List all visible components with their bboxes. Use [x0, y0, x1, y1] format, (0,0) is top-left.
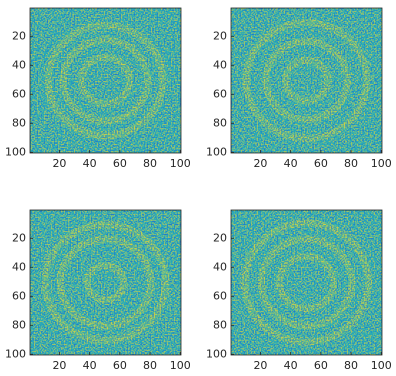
y-tick-label: 40	[12, 58, 26, 71]
y-tick-label: 20	[12, 29, 26, 42]
x-tick-label: 40	[83, 157, 97, 170]
y-tick-label: 60	[12, 87, 26, 100]
y-tick-label: 40	[213, 260, 227, 273]
axes-box	[29, 7, 182, 154]
axes: 20 40 60 80 100 20 40 60 80 100	[5, 209, 191, 372]
y-tick-label: 20	[213, 231, 227, 244]
y-tick-label: 60	[213, 87, 227, 100]
x-tick-label: 40	[284, 157, 298, 170]
x-tick-label: 20	[52, 157, 66, 170]
x-tick-label: 20	[253, 157, 267, 170]
y-tick-label: 60	[12, 289, 26, 302]
image-noise	[30, 8, 181, 153]
y-tick-label: 20	[12, 231, 26, 244]
axes: 20 40 60 80 100 20 40 60 80 100	[5, 7, 191, 170]
x-tick-label: 60	[314, 359, 328, 372]
x-tick-label: 100	[170, 157, 191, 170]
x-tick-label: 100	[371, 157, 392, 170]
x-tick-label: 80	[143, 359, 157, 372]
x-tick-label: 40	[83, 359, 97, 372]
x-tick-label: 20	[52, 359, 66, 372]
axes: 20 40 60 80 100 20 40 60 80 100	[206, 209, 392, 372]
axes: 20 40 60 80 100 20 40 60 80 100	[206, 7, 392, 170]
x-tick-label: 80	[344, 157, 358, 170]
y-tick-label: 80	[12, 318, 26, 331]
axes-box	[29, 209, 182, 356]
y-tick-label: 80	[213, 116, 227, 129]
y-tick-label: 100	[5, 145, 26, 158]
x-tick-label: 60	[113, 359, 127, 372]
x-tick-label: 40	[284, 359, 298, 372]
y-tick-label: 100	[5, 347, 26, 360]
x-tick-label: 60	[314, 157, 328, 170]
x-tick-label: 60	[113, 157, 127, 170]
y-tick-label: 60	[213, 289, 227, 302]
y-tick-label: 40	[12, 260, 26, 273]
x-tick-label: 100	[170, 359, 191, 372]
y-tick-label: 100	[206, 145, 227, 158]
x-tick-label: 80	[344, 359, 358, 372]
x-tick-label: 80	[143, 157, 157, 170]
y-tick-label: 20	[213, 29, 227, 42]
y-tick-label: 100	[206, 347, 227, 360]
x-tick-label: 100	[371, 359, 392, 372]
y-tick-label: 80	[213, 318, 227, 331]
image-noise	[231, 8, 382, 153]
y-tick-label: 40	[213, 58, 227, 71]
x-tick-label: 20	[253, 359, 267, 372]
image-noise	[30, 210, 181, 355]
axes-box	[230, 7, 383, 154]
image-noise	[231, 210, 382, 355]
axes-box	[230, 209, 383, 356]
y-tick-label: 80	[12, 116, 26, 129]
